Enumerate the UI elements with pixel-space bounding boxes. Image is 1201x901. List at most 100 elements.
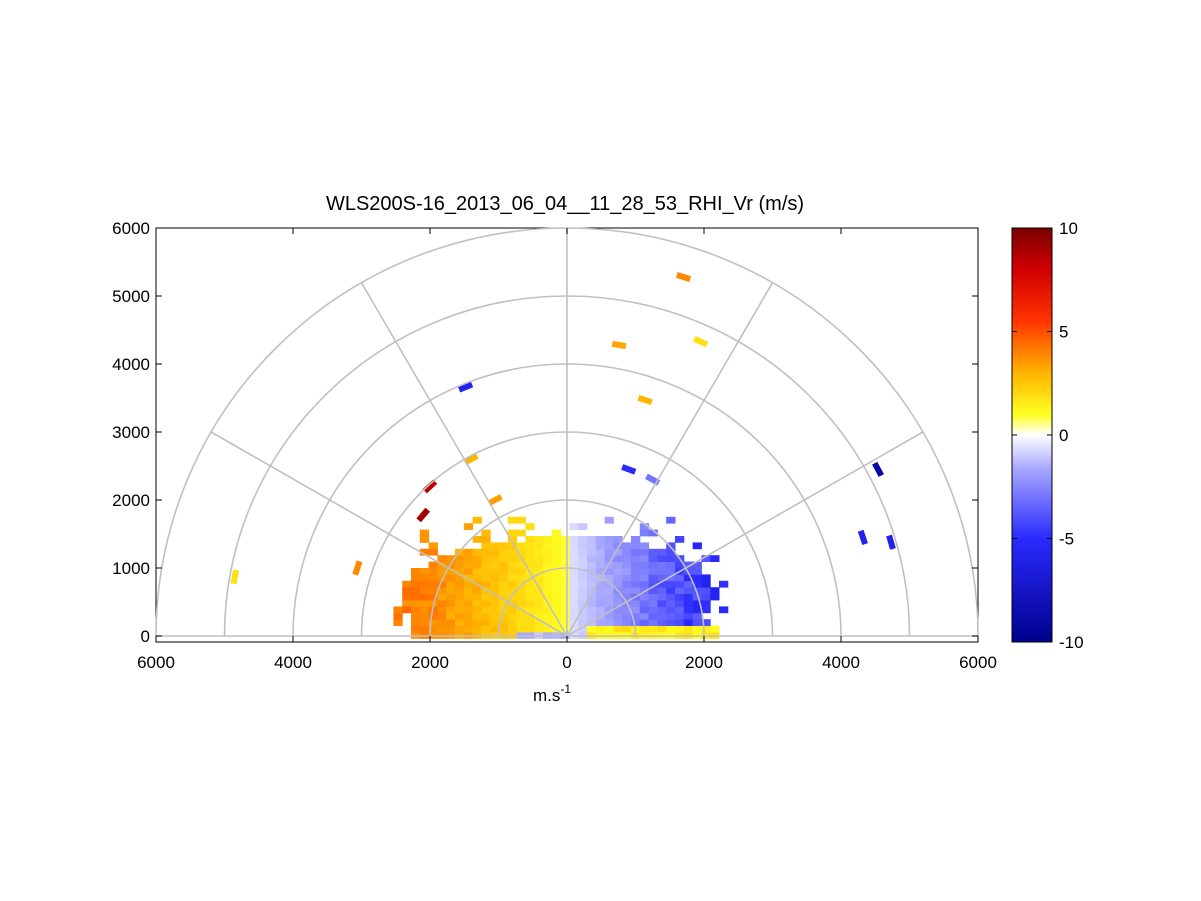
field-cell	[551, 619, 562, 626]
field-cell	[428, 587, 438, 594]
field-cell	[525, 548, 535, 556]
field-cell	[437, 568, 447, 575]
field-cell	[701, 574, 711, 582]
field-cell	[631, 561, 641, 569]
field-cell	[534, 542, 544, 550]
field-cell	[490, 593, 500, 601]
field-cell	[560, 612, 570, 620]
field-cell	[578, 580, 588, 588]
field-cell	[543, 619, 553, 626]
y-tick-label: 3000	[112, 423, 150, 442]
field-cell	[534, 612, 544, 620]
field-cell	[692, 625, 702, 633]
field-cell	[411, 593, 421, 601]
field-cell	[675, 593, 685, 601]
field-cell	[578, 542, 588, 550]
field-cell	[490, 548, 500, 556]
field-cell	[411, 587, 421, 594]
field-cell	[648, 529, 658, 537]
field-cell	[543, 574, 553, 582]
field-cell	[560, 536, 570, 543]
field-cell	[472, 612, 482, 620]
field-cell	[569, 555, 579, 562]
colorbar-gradient	[1011, 227, 1053, 643]
field-cell	[490, 542, 500, 550]
field-cell	[622, 555, 632, 562]
field-cell	[604, 568, 614, 575]
field-cell	[639, 548, 650, 556]
field-cell	[507, 619, 518, 626]
field-cell	[472, 619, 482, 626]
field-cell	[569, 561, 579, 569]
field-cell	[419, 574, 430, 582]
field-cell	[507, 516, 518, 524]
field-cell	[543, 587, 553, 594]
field-cell	[463, 606, 474, 614]
field-cell	[569, 523, 579, 530]
field-cell	[622, 625, 632, 633]
field-cell	[472, 574, 482, 582]
field-cell	[516, 600, 526, 607]
field-cell	[569, 612, 579, 620]
field-cell	[675, 580, 685, 588]
field-cell	[604, 619, 614, 626]
field-cell	[472, 548, 482, 556]
field-cell	[455, 619, 465, 626]
field-cell	[551, 568, 562, 575]
y-tick-label: 6000	[112, 219, 150, 238]
field-cell	[446, 625, 456, 633]
field-cell	[578, 568, 588, 575]
field-cell	[481, 568, 491, 575]
field-cell	[402, 600, 412, 607]
field-cell	[604, 625, 614, 633]
field-cell	[446, 587, 456, 594]
field-cell	[463, 612, 474, 620]
field-cell	[481, 555, 491, 562]
field-cell	[604, 580, 614, 588]
field-cell	[437, 587, 447, 594]
field-cell	[613, 580, 623, 588]
field-cell	[631, 587, 641, 594]
field-cell	[560, 593, 570, 601]
field-cell	[463, 548, 474, 556]
field-cell	[587, 561, 597, 569]
field-cell	[419, 568, 430, 575]
plot-area: 6000 4000 2000 0 2000 4000 6000 0 1000 2000 3000 40…	[112, 219, 997, 672]
field-cell	[455, 600, 465, 607]
field-cell	[507, 587, 518, 594]
field-cell	[490, 568, 500, 575]
field-cell	[666, 555, 676, 562]
field-cell	[516, 625, 526, 633]
field-cell	[525, 542, 535, 550]
field-cell	[578, 593, 588, 601]
field-cell	[437, 555, 447, 562]
field-cell	[692, 580, 702, 588]
data-point	[352, 560, 363, 576]
field-cell	[428, 619, 438, 626]
field-cell	[631, 548, 641, 556]
data-point	[457, 381, 474, 393]
field-cell	[463, 580, 474, 588]
field-cell	[595, 555, 606, 562]
field-cell	[648, 612, 658, 620]
field-cell	[701, 580, 711, 588]
field-cell	[657, 619, 667, 626]
field-cell	[675, 612, 685, 620]
field-cell	[595, 619, 606, 626]
field-cell	[455, 612, 465, 620]
field-cell	[543, 555, 553, 562]
data-point	[675, 272, 692, 282]
field-cell	[411, 625, 421, 633]
field-cell	[437, 619, 447, 626]
field-cell	[710, 555, 720, 562]
field-cell	[631, 574, 641, 582]
field-cell	[631, 542, 641, 550]
field-cell	[516, 580, 526, 588]
field-cell	[595, 536, 606, 543]
field-cell	[507, 548, 518, 556]
field-cell	[507, 568, 518, 575]
field-cell	[639, 600, 650, 607]
field-cell	[683, 587, 694, 594]
field-cell	[525, 600, 535, 607]
field-cell	[578, 612, 588, 620]
